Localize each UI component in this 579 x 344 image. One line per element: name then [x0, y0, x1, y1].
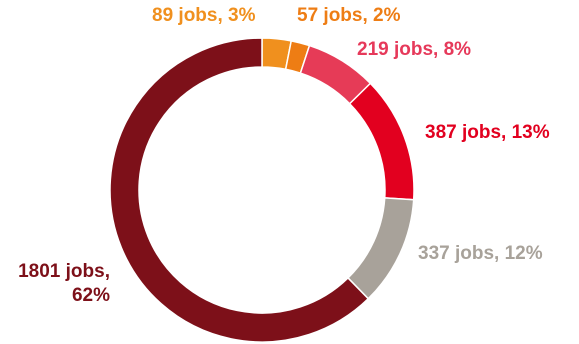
- slice-label-4: 337 jobs, 12%: [418, 243, 543, 264]
- donut-slice-5: [109, 37, 370, 343]
- slice-label-2: 219 jobs, 8%: [357, 39, 472, 60]
- slice-label-3: 387 jobs, 13%: [425, 122, 550, 143]
- donut-slice-3: [348, 82, 415, 201]
- donut-slice-4: [346, 197, 415, 300]
- slice-label-1: 57 jobs, 2%: [297, 5, 401, 26]
- slice-label-5: 1801 jobs, 62%: [4, 260, 110, 308]
- slice-label-0: 89 jobs, 3%: [152, 5, 256, 26]
- slice-label-5-line-1: 1801 jobs,: [18, 261, 110, 282]
- slice-label-5-line-2: 62%: [71, 285, 110, 306]
